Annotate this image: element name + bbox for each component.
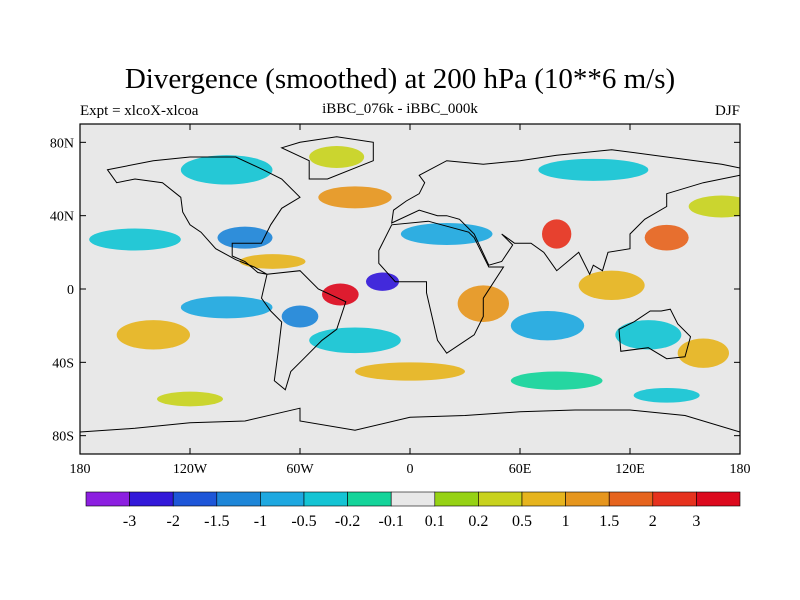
field-blob-trop-west-atlantic-pos xyxy=(322,283,359,306)
coastline-australia xyxy=(618,308,692,360)
field-blob-australia-neg xyxy=(615,320,682,350)
x-tick-label: 60W xyxy=(286,462,314,477)
colorbar-label: -1 xyxy=(254,513,267,530)
colorbar-box xyxy=(260,491,305,507)
y-tick-label: 40N xyxy=(50,210,74,225)
colorbar-box xyxy=(652,491,697,507)
field-blob-japan-pos xyxy=(644,224,689,251)
colorbar-label: -2 xyxy=(167,513,180,530)
colorbar-label: 0.1 xyxy=(425,513,445,530)
divergence-field xyxy=(89,146,740,407)
x-tick-label: 120E xyxy=(615,462,645,477)
y-tick-label: 80N xyxy=(50,136,74,151)
colorbar-label: -3 xyxy=(123,513,136,530)
plot-title: Divergence (smoothed) at 200 hPa (10**6 … xyxy=(124,63,676,95)
field-blob-southern-ocean-pos xyxy=(355,362,465,381)
colorbar-box xyxy=(172,491,218,507)
field-blob-ant-pos xyxy=(157,391,223,407)
field-blob-nw-pacific-neg xyxy=(89,228,181,251)
y-tick-label: 0 xyxy=(67,283,74,298)
field-blob-amazon-neg xyxy=(281,305,319,328)
colorbar-box xyxy=(434,491,479,507)
colorbar-box xyxy=(390,491,436,507)
colorbar-box xyxy=(85,491,130,507)
x-axis: 180 120W 60W 0 60E 120E 180 xyxy=(70,124,751,477)
coastline-antarctica xyxy=(80,407,740,433)
field-blob-ant-neg xyxy=(633,388,700,403)
field-blob-sh-pacific-neg xyxy=(180,296,273,319)
field-blob-caribbean-pos xyxy=(239,254,306,269)
colorbar-label: 0.2 xyxy=(468,513,488,530)
coastline-south-america xyxy=(260,270,347,391)
field-blob-arctic-neg xyxy=(180,155,273,185)
y-tick-label: 40S xyxy=(52,356,74,371)
colorbar-label: 1.5 xyxy=(599,513,619,530)
colorbar-label: 2 xyxy=(649,513,657,530)
colorbar-box xyxy=(347,491,392,507)
field-blob-sh-pacific-pos xyxy=(116,320,190,350)
field-blob-south-pac-pos xyxy=(677,338,729,368)
colorbar-label: 3 xyxy=(692,513,700,530)
colorbar-label: -0.1 xyxy=(379,513,404,530)
field-blob-nh-band-neg xyxy=(400,223,493,245)
field-blob-siberia-neg xyxy=(538,158,649,181)
field-blob-indian-ocean-neg xyxy=(510,311,585,341)
colorbar-box xyxy=(565,491,610,507)
field-blob-trop-atlantic-neg xyxy=(366,272,399,291)
colorbar-label: 1 xyxy=(562,513,570,530)
field-blob-n-pacific-pos xyxy=(688,195,740,218)
field-blob-greenland-pos xyxy=(309,146,365,168)
coastline-north-america xyxy=(106,156,301,275)
colorbar-box xyxy=(608,491,654,507)
y-tick-label: 80S xyxy=(52,430,74,445)
field-blob-south-atl-neg xyxy=(309,327,401,354)
colorbar-label: -1.5 xyxy=(204,513,229,530)
x-tick-label: 0 xyxy=(407,462,414,477)
colorbar-box xyxy=(696,491,741,507)
x-tick-label: 60E xyxy=(509,462,532,477)
colorbar: -3 -2 -1.5 -1 -0.5 -0.2 -0.1 0.1 0.2 0.5 1 1.5 2 3 xyxy=(85,491,741,530)
field-blob-n-atlantic-pos xyxy=(318,186,392,209)
y-axis: 80N 40N 0 40S 80S xyxy=(50,136,740,445)
x-tick-label: 120W xyxy=(173,462,208,477)
colorbar-label: -0.2 xyxy=(335,513,360,530)
x-tick-label: 180 xyxy=(70,462,91,477)
field-blob-indonesia-pos xyxy=(578,270,645,301)
field-blob-tibet-pos xyxy=(542,219,572,249)
field-blob-southern-ocean-neg xyxy=(510,371,603,390)
coastlines xyxy=(80,136,740,433)
season-label: DJF xyxy=(714,103,740,119)
colorbar-label: 0.5 xyxy=(512,513,532,530)
coastline-greenland xyxy=(280,136,374,180)
colorbar-box xyxy=(521,491,566,507)
colorbar-box xyxy=(129,491,174,507)
colorbar-box xyxy=(303,491,348,507)
experiment-label: Expt = xlcoX-xlcoa xyxy=(80,103,199,119)
coastline-eurasia xyxy=(391,149,740,276)
colorbar-box xyxy=(216,491,261,507)
x-tick-label: 180 xyxy=(730,462,751,477)
colorbar-box xyxy=(478,491,523,507)
difference-label: iBBC_076k - iBBC_000k xyxy=(322,101,478,117)
coastline-africa xyxy=(378,220,505,354)
colorbar-label: -0.5 xyxy=(291,513,316,530)
